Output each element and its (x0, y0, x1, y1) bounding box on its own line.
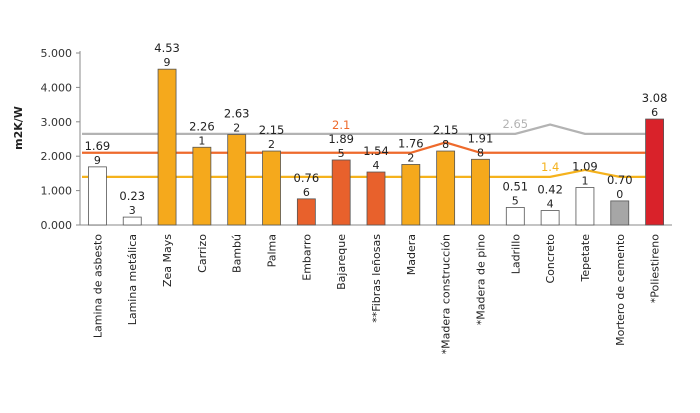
bar (366, 171, 386, 226)
category-labels: Lamina de asbesto Lamina metálica Zea Mays… (91, 234, 661, 355)
value-label: 1.09 (572, 160, 598, 174)
axes: 0.000 1.000 2.000 3.000 4.000 5.000 (41, 47, 672, 232)
count-label: 9 (94, 154, 101, 167)
count-label: 2 (407, 151, 414, 164)
reference-line-label: 2.65 (502, 117, 528, 131)
reference-line-label: 1.4 (541, 160, 559, 174)
count-label: 2 (268, 138, 275, 151)
bar (122, 216, 142, 226)
value-label: 2.63 (224, 107, 250, 121)
value-label: 0.42 (537, 183, 563, 197)
bar (157, 68, 177, 226)
value-label: 3.08 (642, 91, 668, 105)
category-label: Madera (405, 234, 418, 275)
y-axis-label: m2K/W (12, 106, 25, 150)
value-label: 0.70 (607, 173, 633, 187)
category-label: *Madera construcción (440, 234, 453, 354)
category-label: Mortero de cemento (614, 234, 627, 346)
count-label: 6 (303, 186, 310, 199)
bar (505, 207, 525, 226)
y-tick-label: 4.000 (41, 81, 73, 94)
category-label: *Madera de pino (474, 234, 487, 325)
y-tick-label: 5.000 (41, 47, 73, 60)
category-label: Zea Mays (161, 234, 174, 287)
bars (88, 68, 664, 226)
category-label: Concreto (544, 234, 557, 284)
bar (88, 166, 107, 226)
value-label: 1.89 (328, 132, 354, 146)
value-label: 1.54 (363, 144, 389, 158)
bar (610, 200, 630, 226)
category-label: Ladrillo (509, 234, 522, 275)
count-label: 9 (164, 56, 171, 69)
bar (401, 164, 421, 226)
value-label: 2.26 (189, 119, 215, 133)
y-tick-label: 1.000 (41, 185, 73, 198)
count-label: 3 (129, 204, 136, 217)
bar (192, 146, 212, 226)
count-label: 8 (477, 146, 484, 159)
count-label: 4 (547, 198, 554, 211)
value-label: 2.15 (259, 123, 285, 137)
y-tick-label: 0.000 (41, 219, 73, 232)
y-tick-label: 2.000 (41, 150, 73, 163)
value-label: 4.53 (154, 41, 180, 55)
count-label: 1 (581, 175, 588, 188)
category-label: Embarro (300, 234, 313, 281)
value-label: 1.69 (85, 139, 111, 153)
count-label: 8 (442, 138, 449, 151)
category-label: Bambú (231, 234, 244, 273)
count-label: 1 (198, 134, 205, 147)
bar (575, 187, 595, 226)
category-label: **Fibras leñosas (370, 234, 383, 323)
count-label: 4 (373, 159, 380, 172)
bar (471, 158, 490, 226)
count-label: 0 (616, 188, 623, 201)
count-label: 5 (512, 194, 519, 207)
value-label: 0.76 (294, 171, 320, 185)
category-label: Carrizo (196, 234, 209, 273)
category-label: *Poliestireno (649, 234, 662, 303)
category-label: Bajareque (335, 234, 348, 290)
y-tick-label: 3.000 (41, 116, 73, 129)
category-label: Lamina de asbesto (91, 234, 104, 338)
bar (645, 118, 664, 226)
category-label: Palma (266, 234, 279, 267)
bar (436, 150, 456, 226)
bar (296, 198, 316, 226)
value-label: 1.91 (468, 131, 494, 145)
bar (262, 150, 281, 226)
value-label: 0.51 (502, 179, 528, 193)
category-label: Tepetate (579, 234, 592, 283)
bar (227, 134, 247, 226)
value-label: 2.15 (433, 123, 459, 137)
bar (331, 159, 351, 226)
value-label: 1.76 (398, 136, 424, 150)
value-label: 0.23 (119, 189, 145, 203)
bar (540, 210, 560, 226)
category-label: Lamina metálica (126, 234, 139, 325)
reference-line-label: 2.1 (332, 118, 350, 132)
count-label: 5 (338, 147, 345, 160)
count-label: 6 (651, 106, 658, 119)
count-label: 2 (233, 122, 240, 135)
